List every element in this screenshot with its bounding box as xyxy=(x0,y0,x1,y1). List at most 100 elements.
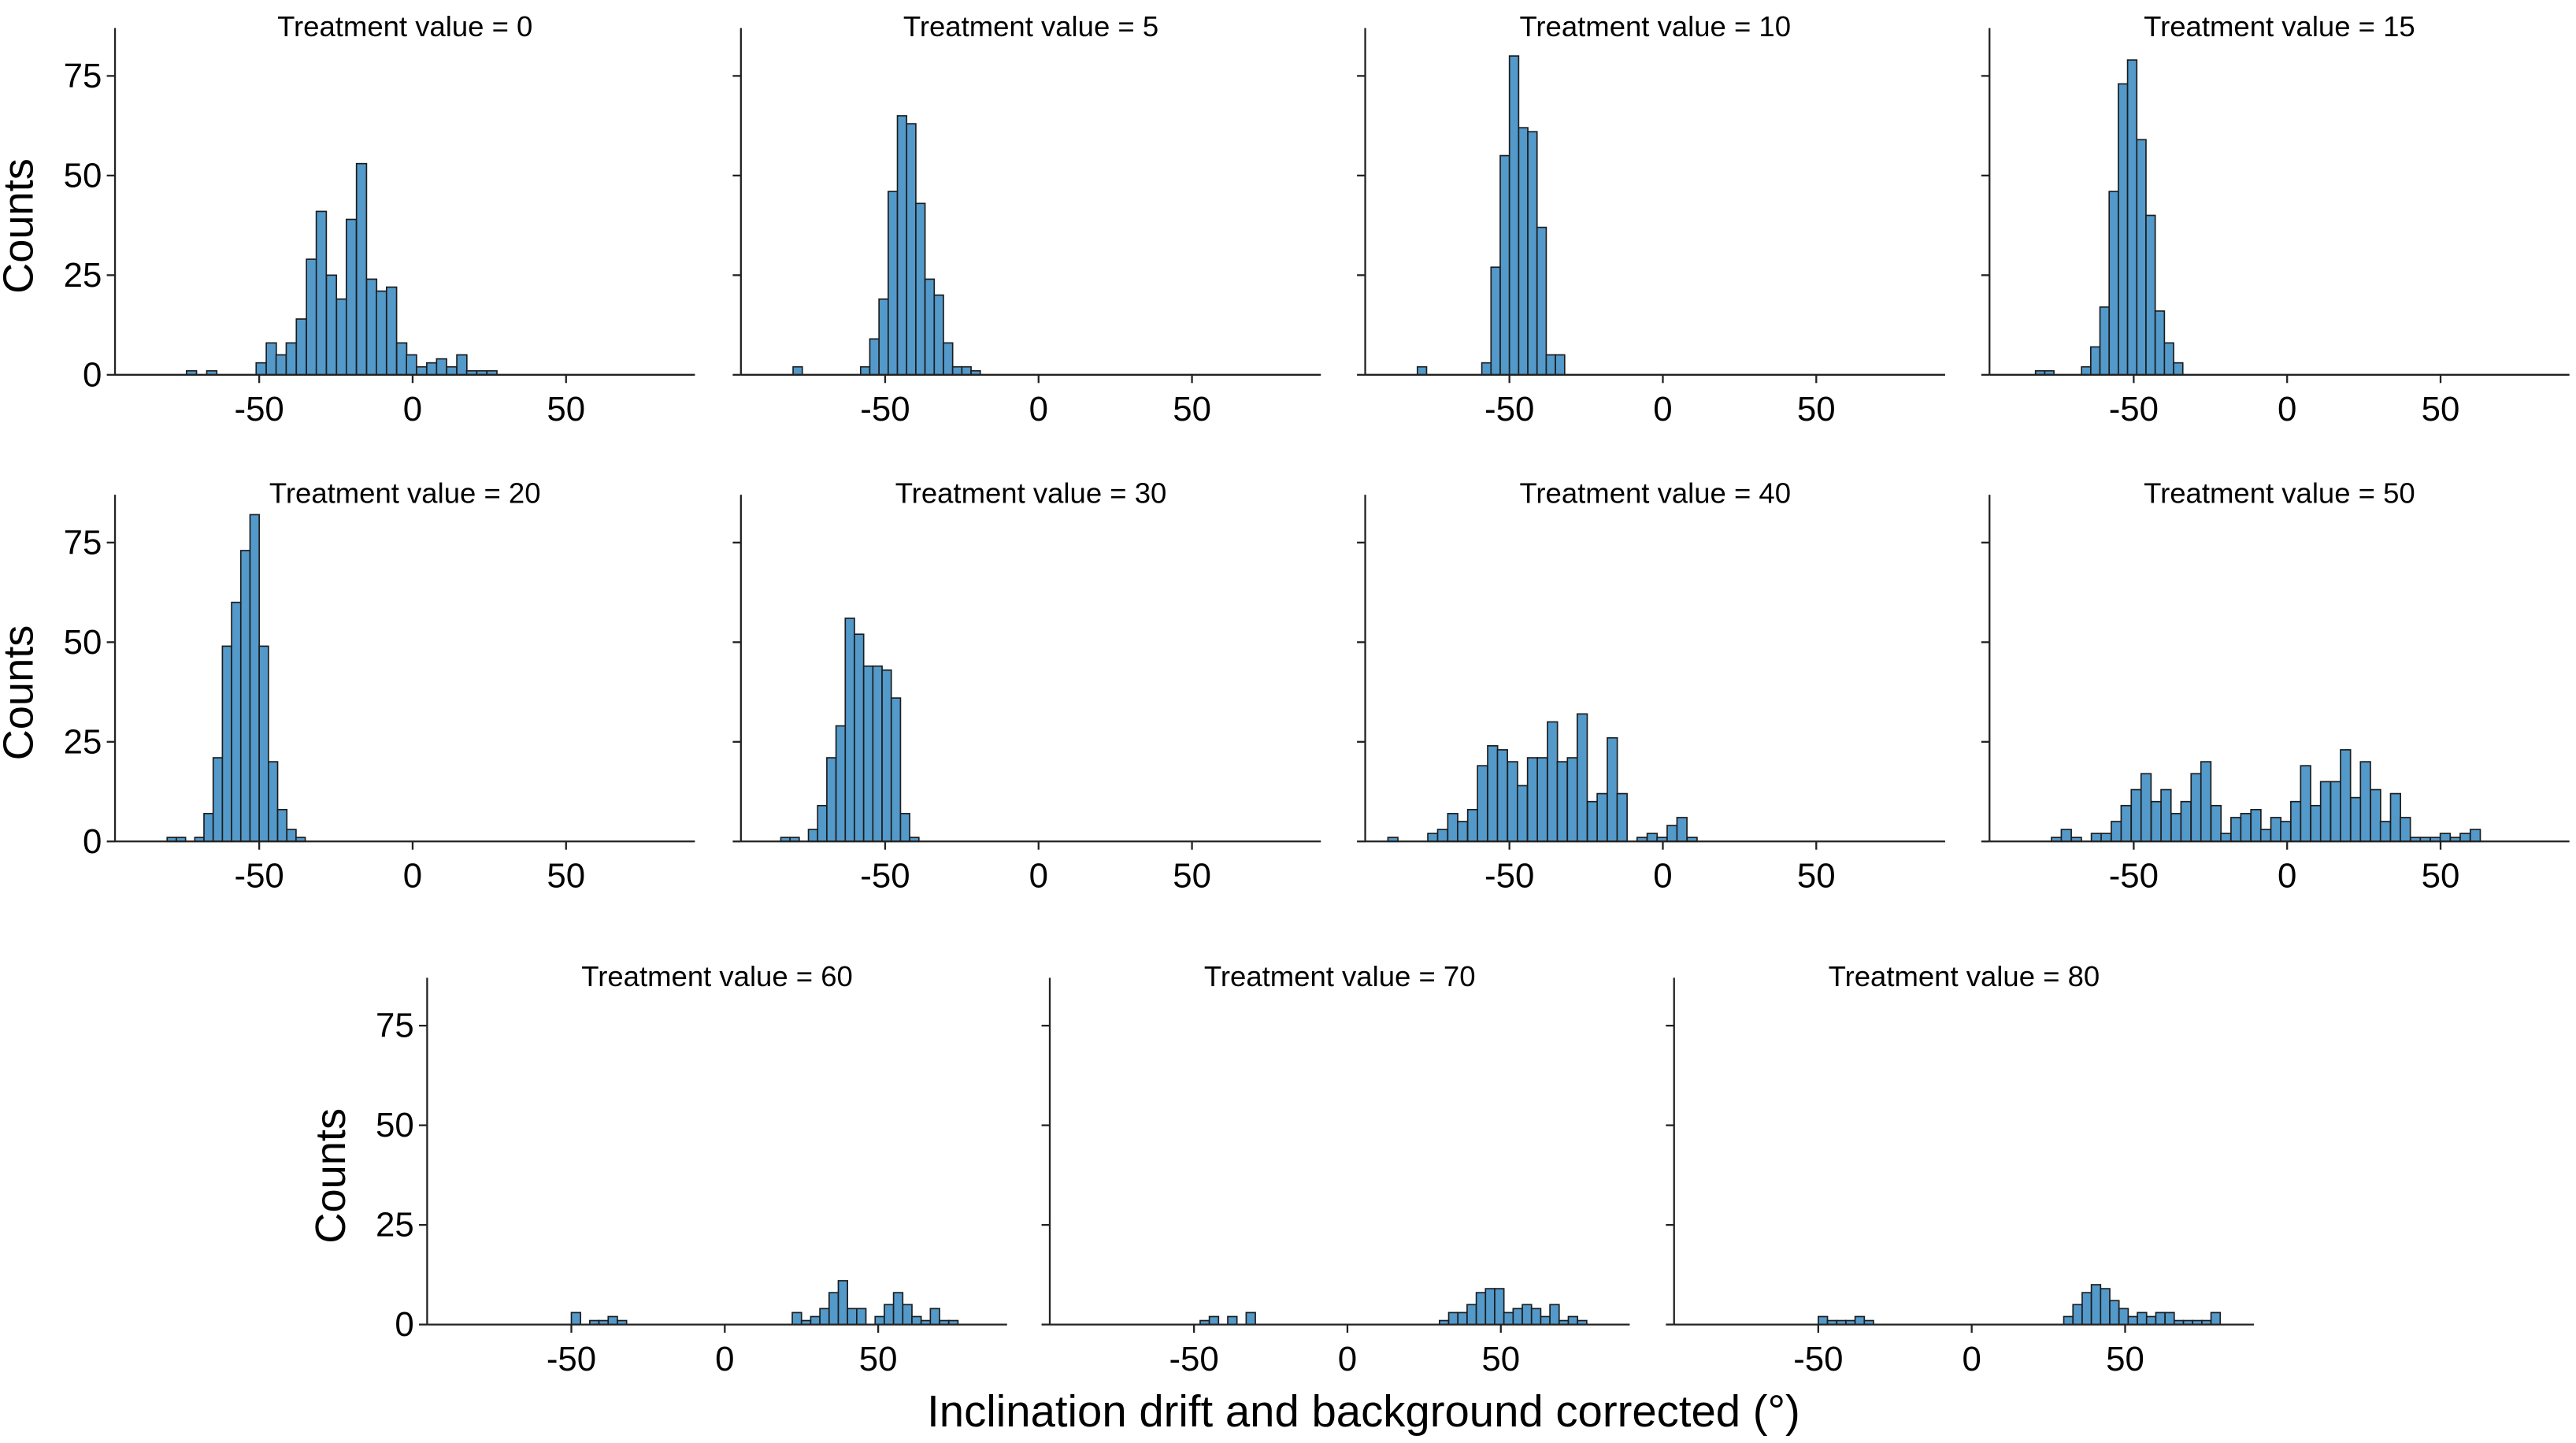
x-tick-label: 0 xyxy=(715,1340,734,1378)
histogram-bar xyxy=(1456,821,1469,843)
histogram-bar xyxy=(2120,804,2132,843)
histogram-bar xyxy=(1536,226,1547,376)
histogram-bar xyxy=(881,669,892,843)
histogram-bar xyxy=(1512,1308,1523,1326)
histogram-bar xyxy=(2090,833,2103,843)
histogram-bar xyxy=(2469,829,2481,843)
y-tick-label: 25 xyxy=(64,722,102,761)
panel-title: Treatment value = 0 xyxy=(277,10,532,43)
histogram-bar xyxy=(2137,1311,2148,1326)
histogram-bar xyxy=(2111,821,2122,843)
x-tick-label: 50 xyxy=(1173,857,1211,896)
histogram-bar xyxy=(239,550,251,843)
x-tick-label: 50 xyxy=(1173,390,1211,428)
histogram-bar xyxy=(1466,808,1479,843)
histogram-bar xyxy=(826,757,837,843)
histogram-bar xyxy=(1416,365,1428,376)
histogram-bar xyxy=(275,354,287,376)
histogram-bar xyxy=(255,362,267,376)
histogram-bar xyxy=(212,757,224,843)
histogram-bar xyxy=(872,665,883,843)
histogram-bar xyxy=(376,290,387,376)
y-tick-label: 75 xyxy=(64,57,102,95)
histogram-bar xyxy=(1496,749,1508,843)
histogram-bar xyxy=(2439,833,2452,843)
histogram-bar xyxy=(1457,1311,1468,1326)
histogram-bar xyxy=(2340,749,2352,843)
histogram-bar xyxy=(570,1311,582,1326)
x-tick-label: -50 xyxy=(860,857,910,896)
histogram-bar xyxy=(386,286,398,376)
histogram-bar xyxy=(355,162,368,376)
histogram-bar xyxy=(924,278,936,376)
histogram-bar xyxy=(268,761,279,843)
histogram-bar xyxy=(2379,821,2392,843)
histogram-bar xyxy=(817,804,828,843)
histogram-bar xyxy=(2290,800,2302,843)
histogram-bar xyxy=(365,278,378,376)
histogram-bar xyxy=(1540,1315,1551,1326)
histogram-bar xyxy=(835,725,847,843)
histogram-bar xyxy=(315,210,328,376)
histogram-bar xyxy=(807,829,819,843)
x-tick-label: 50 xyxy=(2422,390,2460,428)
histogram-bar xyxy=(2350,796,2362,843)
histogram-bar xyxy=(2319,781,2332,843)
panel-title: Treatment value = 60 xyxy=(581,960,853,992)
histogram-bar xyxy=(892,1292,904,1326)
histogram-bar xyxy=(1475,1292,1487,1326)
histogram-bar xyxy=(2100,1288,2111,1326)
histogram-bar xyxy=(2459,833,2471,843)
histogram-bar xyxy=(2190,773,2202,843)
x-tick-label: 50 xyxy=(1797,390,1836,428)
histogram-bar xyxy=(1616,792,1628,843)
histogram-bar xyxy=(929,1308,940,1326)
histogram-bar xyxy=(2270,817,2282,843)
histogram-bar xyxy=(1567,1315,1579,1326)
histogram-bar xyxy=(1555,354,1566,376)
histogram-bar xyxy=(854,633,865,843)
y-tick-label: 0 xyxy=(83,822,102,861)
histogram-bar xyxy=(2090,1284,2102,1326)
histogram-bar xyxy=(943,342,954,376)
histogram-bar xyxy=(2200,761,2212,843)
histogram-bar xyxy=(2210,804,2222,843)
histogram-bar xyxy=(286,829,297,843)
histogram-bar xyxy=(2250,808,2262,843)
x-tick-label: -50 xyxy=(547,1340,596,1378)
y-tick-label: 50 xyxy=(64,156,102,195)
x-tick-label: 0 xyxy=(1029,857,1048,896)
facet-panel: Treatment value = 40 -50 0 50 xyxy=(1357,477,1945,896)
panel-title: Treatment value = 20 xyxy=(269,477,541,510)
y-tick-label: 0 xyxy=(83,355,102,394)
histogram-bar xyxy=(884,1304,895,1326)
y-tick-label: 75 xyxy=(376,1007,414,1045)
x-axis-label: Inclination drift and background correct… xyxy=(927,1386,1800,1436)
histogram-bar xyxy=(1676,817,1688,843)
histogram-bar xyxy=(426,362,438,376)
histogram-bar xyxy=(2220,833,2232,843)
histogram-bar xyxy=(1484,1288,1496,1326)
facet-panel: Treatment value = 5 -50 0 50 xyxy=(732,10,1321,428)
histogram-bar xyxy=(856,1308,867,1326)
x-tick-label: 50 xyxy=(547,857,585,896)
histogram-bar xyxy=(2109,1300,2120,1326)
histogram-bar xyxy=(2063,1315,2074,1326)
histogram-bar xyxy=(1576,713,1588,843)
y-axis-label: Counts xyxy=(307,1108,354,1244)
histogram-bar xyxy=(2160,788,2172,843)
histogram-bar xyxy=(249,514,260,843)
histogram-bar xyxy=(2400,817,2411,843)
histogram-bar xyxy=(902,1304,913,1326)
histogram-bar xyxy=(844,618,855,843)
x-tick-label: -50 xyxy=(234,390,284,428)
histogram-bar xyxy=(862,665,874,843)
histogram-bar xyxy=(325,274,338,376)
histogram-bar xyxy=(1526,757,1539,843)
histogram-bar xyxy=(2170,813,2182,843)
histogram-bar xyxy=(951,365,963,376)
histogram-bar xyxy=(1516,785,1529,843)
x-tick-label: -50 xyxy=(1484,390,1534,428)
histogram-bar xyxy=(2163,342,2174,376)
panel-title: Treatment value = 70 xyxy=(1204,960,1476,992)
